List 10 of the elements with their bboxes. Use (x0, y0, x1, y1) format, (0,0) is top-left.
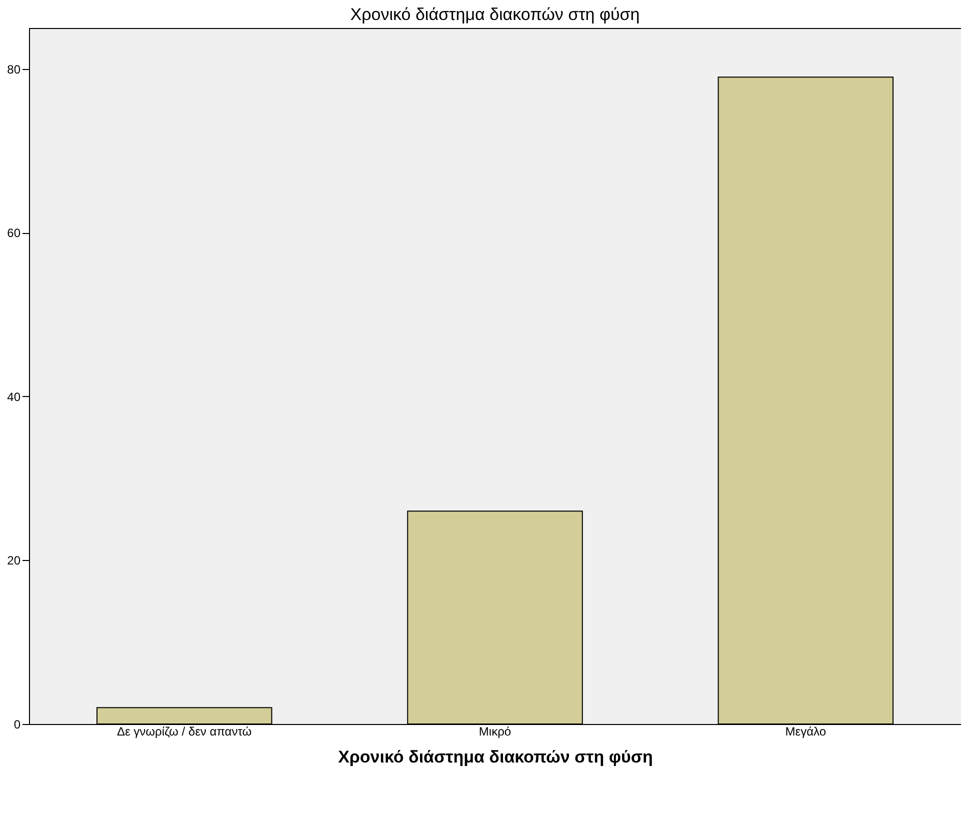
y-tick-label: 40 (7, 390, 21, 404)
y-tick-label: 20 (7, 554, 21, 568)
x-tick-label: Μικρό (478, 724, 512, 738)
x-tick-label: Δε γνωρίζω / δεν απαντώ (116, 724, 252, 738)
y-tick-label: 0 (14, 718, 21, 732)
y-tick-label: 80 (7, 62, 21, 76)
y-tick-label: 60 (7, 226, 21, 240)
x-axis-title: Χρονικό διάστημα διακοπών στη φύση (338, 748, 653, 766)
x-tick-label: Μεγάλο (785, 724, 826, 738)
chart-title: Χρονικό διάστημα διακοπών στη φύση (350, 5, 640, 24)
